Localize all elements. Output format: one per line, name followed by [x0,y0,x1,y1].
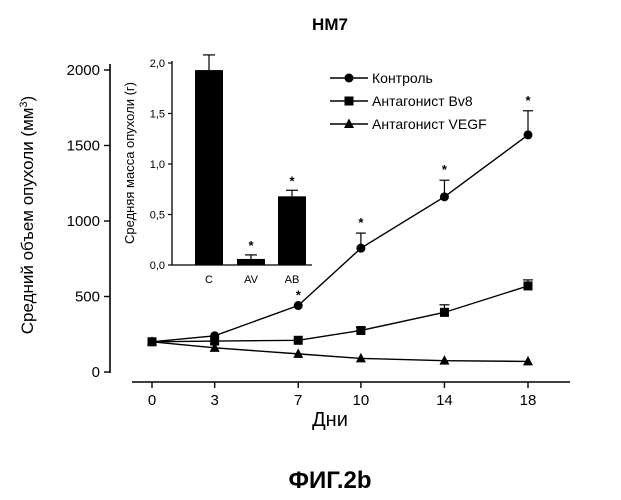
data-point-square [356,326,365,335]
inset-y-tick-label: 2,0 [150,58,165,70]
x-tick-label: 0 [148,392,156,409]
inset-bar [237,259,265,265]
inset-bar [278,196,306,265]
data-point-square [440,308,449,317]
data-point-circle [524,130,533,139]
inset-y-axis-label: Средняя масса опухоли (г) [122,82,137,244]
significance-star: * [296,288,302,303]
y-tick-label: 500 [75,289,100,306]
inset-x-tick-label: AB [285,274,300,286]
y-tick-label: 1000 [67,213,100,230]
legend-label: Контроль [372,70,433,86]
x-tick-label: 7 [294,392,302,409]
inset-significance-star: * [248,238,254,253]
inset-y-tick-label: 1,5 [150,109,165,121]
y-tick-label: 1500 [67,138,100,155]
inset-y-tick-label: 0,0 [150,260,165,272]
x-tick-label: 18 [520,392,537,409]
figure-caption: ФИГ.2b [288,467,371,494]
chart-title: HM7 [312,15,348,34]
legend-marker-triangle [344,119,354,129]
inset-x-tick-label: AV [244,274,259,286]
data-point-triangle [523,356,533,366]
series-line-2 [152,286,528,342]
legend-label: Антагонист Bv8 [372,93,473,109]
y-tick-label: 0 [92,364,100,381]
data-point-square [294,336,303,345]
data-point-circle [356,244,365,253]
inset-chart: 0,0 0,5 1,0 1,5 2,0 Средняя масса опухоли (г)… [122,55,312,286]
data-point-circle [440,192,449,201]
inset-significance-star: * [289,173,295,188]
inset-y-tick-label: 0,5 [150,210,165,222]
significance-star: * [358,215,364,230]
x-tick-label: 14 [436,392,453,409]
data-point-square [524,281,533,290]
y-tick-label: 2000 [67,62,100,79]
y-axis-label: Средний объем опухоли (мм3) [18,96,37,334]
legend: Контроль Антагонист Bv8 Антагонист VEGF [330,70,487,132]
legend-marker-circle [345,74,354,83]
inset-y-tick-label: 1,0 [150,159,165,171]
significance-star: * [525,93,531,108]
significance-star: * [442,162,448,177]
x-tick-label: 10 [353,392,370,409]
x-axis-label: Дни [312,409,348,431]
x-tick-label: 3 [210,392,218,409]
legend-marker-square [345,97,354,106]
inset-bar [195,70,223,265]
inset-x-tick-label: C [205,274,213,286]
series-line-3 [152,342,528,362]
legend-label: Антагонист VEGF [372,116,487,132]
